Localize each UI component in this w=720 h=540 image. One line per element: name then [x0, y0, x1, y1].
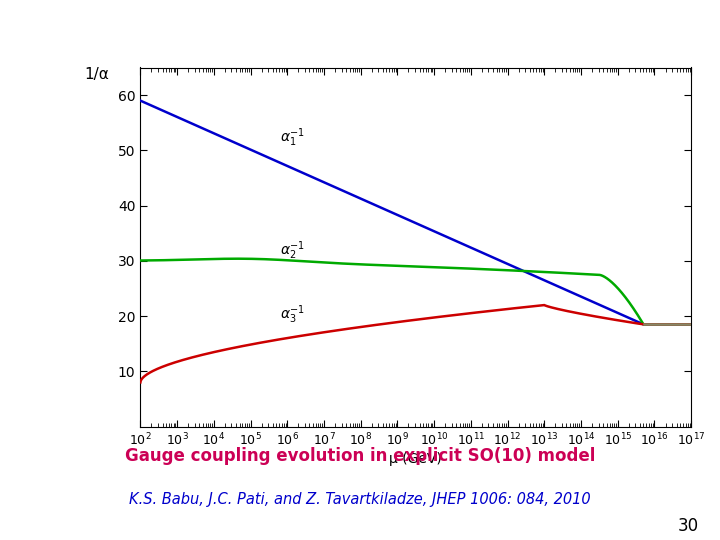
- Y-axis label: 1/α: 1/α: [84, 68, 109, 83]
- Text: $\alpha_1^{-1}$: $\alpha_1^{-1}$: [280, 126, 305, 149]
- Text: K.S. Babu, J.C. Pati, and Z. Tavartkiladze, JHEP 1006: 084, 2010: K.S. Babu, J.C. Pati, and Z. Tavartkilad…: [129, 492, 591, 507]
- Text: Gauge coupling evolution in explicit SO(10) model: Gauge coupling evolution in explicit SO(…: [125, 447, 595, 465]
- Text: $\alpha_3^{-1}$: $\alpha_3^{-1}$: [280, 303, 305, 326]
- X-axis label: μ (GeV): μ (GeV): [390, 452, 442, 466]
- Text: 30: 30: [678, 517, 698, 535]
- Text: $\alpha_2^{-1}$: $\alpha_2^{-1}$: [280, 240, 305, 262]
